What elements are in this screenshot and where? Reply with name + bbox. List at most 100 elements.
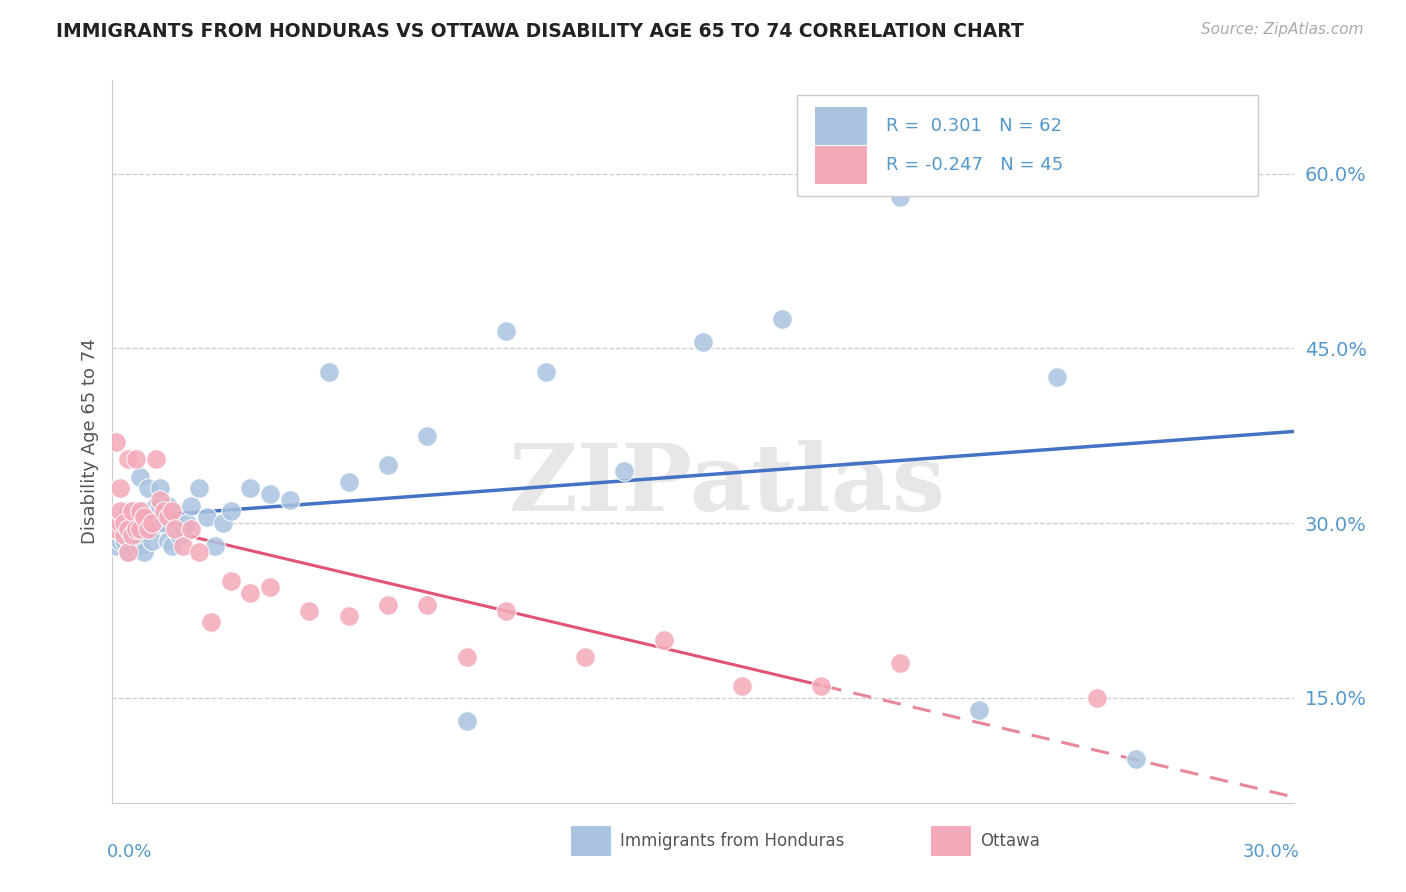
Point <box>145 499 167 513</box>
Point <box>1125 751 1147 765</box>
Point <box>195 510 218 524</box>
FancyBboxPatch shape <box>815 107 868 145</box>
Point <box>117 545 139 559</box>
Point <box>132 545 155 559</box>
Point <box>692 335 714 350</box>
Text: IMMIGRANTS FROM HONDURAS VS OTTAWA DISABILITY AGE 65 TO 74 CORRELATION CHART: IMMIGRANTS FROM HONDURAS VS OTTAWA DISAB… <box>56 22 1024 41</box>
Text: R = -0.247   N = 45: R = -0.247 N = 45 <box>886 156 1063 174</box>
Point <box>145 452 167 467</box>
Point <box>416 428 439 442</box>
Point <box>112 516 135 530</box>
Point <box>105 522 128 536</box>
Point <box>112 533 135 548</box>
Point <box>889 190 911 204</box>
Point <box>160 540 183 554</box>
Point <box>278 492 301 507</box>
Point <box>112 522 135 536</box>
Point <box>125 452 148 467</box>
Point <box>117 545 139 559</box>
Point <box>136 481 159 495</box>
Point <box>117 522 139 536</box>
Text: Ottawa: Ottawa <box>980 832 1040 850</box>
Point <box>110 533 132 548</box>
Point <box>172 522 194 536</box>
Point <box>110 528 132 542</box>
Point <box>105 434 128 449</box>
Point <box>259 487 281 501</box>
Point <box>456 714 478 729</box>
Point <box>318 365 340 379</box>
Point <box>165 516 187 530</box>
Point <box>105 540 128 554</box>
Point <box>337 609 360 624</box>
Y-axis label: Disability Age 65 to 74: Disability Age 65 to 74 <box>80 339 98 544</box>
Point <box>156 499 179 513</box>
Point <box>156 533 179 548</box>
Point <box>110 504 132 518</box>
Point <box>129 522 152 536</box>
Point <box>377 458 399 472</box>
Point <box>121 516 143 530</box>
FancyBboxPatch shape <box>931 826 972 856</box>
Point <box>188 481 211 495</box>
Point <box>121 528 143 542</box>
Point <box>810 679 832 693</box>
Point <box>172 540 194 554</box>
Point <box>337 475 360 490</box>
Point <box>204 540 226 554</box>
Point <box>219 504 242 518</box>
Text: 30.0%: 30.0% <box>1243 843 1299 861</box>
Point <box>132 510 155 524</box>
Point <box>110 516 132 530</box>
Point <box>176 516 198 530</box>
Point <box>112 510 135 524</box>
Point <box>152 516 174 530</box>
Point <box>117 452 139 467</box>
Point <box>105 522 128 536</box>
Point <box>613 464 636 478</box>
Text: 0.0%: 0.0% <box>107 843 152 861</box>
Point <box>652 632 675 647</box>
Text: Source: ZipAtlas.com: Source: ZipAtlas.com <box>1201 22 1364 37</box>
Point <box>152 504 174 518</box>
Point <box>110 481 132 495</box>
Point <box>456 650 478 665</box>
Point <box>298 603 321 617</box>
Text: ZIPatlas: ZIPatlas <box>508 440 945 530</box>
Point <box>141 533 163 548</box>
Text: R =  0.301   N = 62: R = 0.301 N = 62 <box>886 117 1062 135</box>
Point <box>129 469 152 483</box>
Point <box>141 522 163 536</box>
Point <box>149 481 172 495</box>
Point <box>180 522 202 536</box>
Point <box>574 650 596 665</box>
Point <box>129 540 152 554</box>
Point <box>239 481 262 495</box>
Point <box>188 545 211 559</box>
Point <box>889 656 911 670</box>
Point <box>731 679 754 693</box>
Point <box>495 603 517 617</box>
Point <box>101 522 124 536</box>
Point <box>136 522 159 536</box>
Point <box>416 598 439 612</box>
Point <box>1046 370 1069 384</box>
Point <box>121 504 143 518</box>
Point <box>169 528 191 542</box>
Point <box>165 522 187 536</box>
Point <box>136 522 159 536</box>
FancyBboxPatch shape <box>797 95 1258 196</box>
Point <box>211 516 233 530</box>
Point <box>121 540 143 554</box>
Point <box>377 598 399 612</box>
Point <box>160 504 183 518</box>
Point <box>129 504 152 518</box>
Point <box>121 528 143 542</box>
Point <box>112 528 135 542</box>
Point <box>967 702 990 716</box>
Point <box>180 499 202 513</box>
Point <box>259 580 281 594</box>
FancyBboxPatch shape <box>815 146 868 184</box>
Point <box>132 504 155 518</box>
Point <box>125 522 148 536</box>
